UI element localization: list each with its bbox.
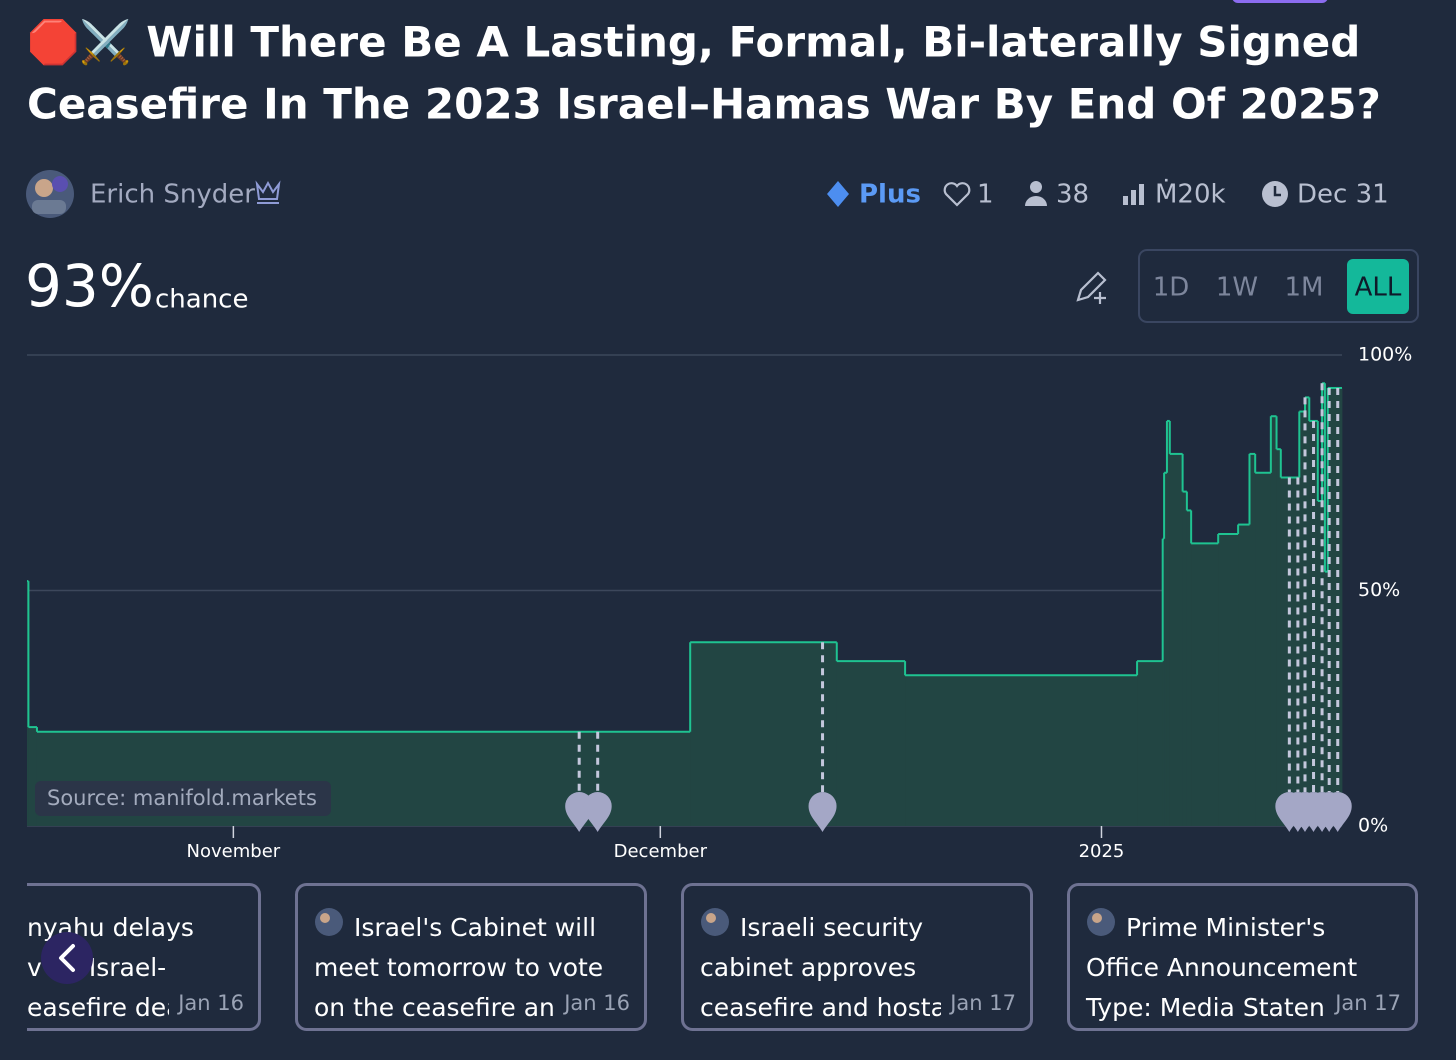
card-frame: [295, 883, 647, 1031]
area-step: [1169, 453, 1184, 826]
y-tick-label: 0%: [1358, 815, 1388, 837]
area-step: [1137, 661, 1164, 826]
traders-count: 38: [1056, 180, 1089, 210]
area-step: [1164, 472, 1168, 826]
scroll-left-button[interactable]: [41, 932, 93, 984]
source-badge: [35, 781, 331, 816]
card-date: Jan 16: [176, 991, 244, 1015]
event-pin[interactable]: [1323, 792, 1352, 832]
title-line: Ceasefire In The 2023 Israel–Hamas War B…: [27, 80, 1381, 129]
card-text: easefire dea: [27, 993, 181, 1022]
heart-icon[interactable]: [943, 182, 971, 207]
card-avatar-face: [320, 913, 330, 923]
event-pin[interactable]: [583, 792, 612, 832]
area-step: [1317, 501, 1323, 826]
area-step: [28, 727, 38, 826]
source-label: Source: manifold.markets: [47, 786, 317, 810]
news-card[interactable]: Prime Minister's Office Announcement Type:…: [1067, 883, 1418, 1031]
probability-label: chance: [155, 285, 248, 315]
y-tick-label: 50%: [1358, 579, 1400, 601]
card-text: Israel's Cabinet will: [354, 913, 596, 942]
chart: 0% 50% 100% November December 2025 Source: man…: [27, 344, 1412, 862]
card-text: Israeli security: [740, 913, 923, 942]
area-step: [1276, 449, 1282, 826]
plus-icon: [827, 181, 849, 207]
area-step: [836, 661, 906, 826]
area-step: [1322, 383, 1326, 826]
date-backdrop: [555, 988, 633, 1018]
author-name[interactable]: Erich Snyder: [90, 180, 255, 210]
likes-count: 1: [977, 180, 994, 210]
x-tick-label: 2025: [1079, 841, 1125, 862]
card-avatar: [1087, 908, 1115, 936]
event-pin[interactable]: [808, 792, 837, 832]
card-frame: [27, 883, 261, 1031]
card-frame: [1067, 883, 1418, 1031]
area-step: [1191, 543, 1219, 826]
card-text: Type: Media Staten: [1085, 993, 1325, 1022]
area-step: [690, 642, 838, 826]
x-tick-label: November: [187, 841, 281, 862]
date-backdrop: [169, 988, 247, 1018]
card-text: Prime Minister's: [1126, 913, 1325, 942]
card-date: Jan 17: [948, 991, 1016, 1015]
card-avatar: [315, 908, 343, 936]
top-pill[interactable]: [1232, 0, 1328, 3]
title-line: 🛑⚔️ Will There Be A Lasting, Formal, Bi-…: [27, 18, 1360, 67]
area-step: [1304, 397, 1310, 826]
traders-icon: [1025, 181, 1047, 206]
area-step: [1270, 416, 1277, 826]
time-button-active[interactable]: [1347, 259, 1409, 314]
area-step: [1249, 453, 1256, 826]
close-date: Dec 31: [1297, 180, 1389, 210]
clock-icon: [1262, 181, 1288, 207]
time-range-group: [1138, 249, 1419, 323]
card-avatar: [701, 908, 729, 936]
area-step: [1166, 420, 1171, 826]
author-avatar[interactable]: [26, 170, 74, 218]
time-button[interactable]: 1W: [1216, 273, 1258, 303]
news-card[interactable]: Israel's Cabinet will meet tomorrow to vo…: [295, 883, 647, 1031]
area-step: [1162, 538, 1165, 826]
chevron-icon: [59, 944, 75, 972]
edit-icon[interactable]: [1076, 271, 1107, 304]
area-step: [1255, 472, 1272, 826]
card-date: Jan 16: [562, 991, 630, 1015]
card-avatar-face: [1092, 913, 1102, 923]
area-step: [1299, 411, 1306, 826]
y-tick-label: 100%: [1358, 344, 1412, 366]
x-tick-label: December: [614, 841, 708, 862]
date-backdrop: [1326, 988, 1404, 1018]
area-step: [1182, 491, 1188, 826]
date-backdrop: [941, 988, 1019, 1018]
card-text: Office Announcement: [1086, 953, 1357, 982]
time-button[interactable]: 1D: [1153, 273, 1190, 303]
volume-icon: [1123, 184, 1144, 205]
area-step: [1218, 533, 1239, 826]
card-avatar-face: [706, 913, 716, 923]
area-step: [905, 675, 1138, 826]
card-date: Jan 17: [1333, 991, 1401, 1015]
volume: Ṁ20k: [1155, 178, 1226, 210]
card-text: on the ceasefire an: [314, 993, 555, 1022]
card-text: cabinet approves: [700, 953, 916, 982]
area-step: [1309, 420, 1319, 826]
crown-icon: [255, 180, 281, 204]
area-step: [1238, 524, 1250, 826]
time-button[interactable]: 1M: [1285, 273, 1324, 303]
plus-label[interactable]: Plus: [859, 180, 921, 210]
card-frame: [681, 883, 1033, 1031]
card-text: meet tomorrow to vote: [314, 953, 603, 982]
card-text: ceasefire and hosta: [700, 993, 946, 1022]
news-card[interactable]: Israeli security cabinet approves ceasefir…: [681, 883, 1033, 1031]
area-step: [1324, 571, 1329, 826]
time-button[interactable]: ALL: [1355, 273, 1402, 303]
probability-value: 93%: [25, 252, 154, 320]
area-step: [1186, 510, 1192, 826]
